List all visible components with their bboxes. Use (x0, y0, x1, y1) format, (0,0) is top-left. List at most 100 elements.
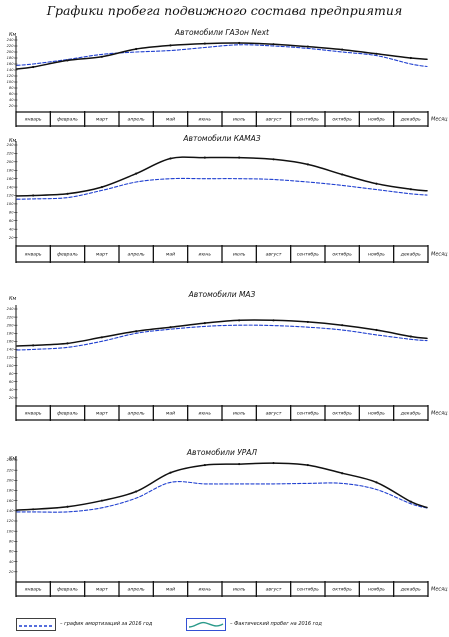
series-point-actual (238, 41, 241, 45)
x-tick-label: ноябрь (368, 252, 385, 258)
x-axis-label: Месяц (431, 587, 448, 593)
x-tick-label: март (96, 253, 108, 258)
x-tick-label: ноябрь (368, 411, 385, 417)
y-tick-label: 100 (7, 529, 15, 533)
x-tick-label: июль (233, 412, 246, 417)
x-tick-label: февраль (57, 411, 78, 417)
x-tick-label: август (266, 588, 282, 593)
x-tick-label: март (96, 588, 108, 593)
x-tick-label: июль (233, 253, 246, 258)
x-tick-label: февраль (57, 252, 78, 258)
series-point-actual (100, 185, 103, 189)
series-point-actual (375, 481, 378, 484)
y-tick-label: 200 (7, 50, 15, 54)
y-tick-label: 160 (7, 177, 15, 181)
chart-title: Автомобили МАЗ (188, 290, 256, 299)
series-point-actual (66, 192, 69, 195)
y-tick-label: 120 (7, 194, 15, 198)
series-point-actual (32, 194, 35, 197)
series-point-actual (203, 156, 206, 159)
y-tick-label: 60 (9, 92, 14, 96)
series-point-actual (272, 461, 275, 465)
x-axis-label: Месяц (431, 252, 448, 258)
series-point-actual (100, 499, 103, 502)
series-point-actual (375, 182, 378, 185)
x-axis-label: Месяц (431, 117, 448, 123)
series-point-actual (238, 462, 241, 466)
series-line-norm (16, 44, 428, 68)
y-tick-label: 40 (9, 388, 14, 392)
series-line-norm (16, 324, 428, 351)
x-tick-label: январь (25, 118, 42, 123)
y-tick-label: 220 (7, 44, 15, 48)
y-tick-label: 180 (7, 56, 15, 60)
series-line-norm (16, 177, 428, 200)
x-tick-label: апрель (128, 253, 145, 258)
y-tick-label: 80 (9, 540, 14, 544)
y-tick-label: 60 (9, 550, 14, 554)
x-tick-label: январь (25, 588, 42, 593)
y-tick-label: 20 (9, 396, 14, 400)
legend: – график амортизаций за 2016 год – Факти… (0, 614, 449, 636)
series-line-norm (16, 481, 428, 513)
x-tick-label: декабрь (400, 252, 421, 258)
y-tick-label: 20 (9, 104, 14, 108)
x-tick-label: август (266, 412, 282, 417)
series-point-actual (341, 173, 344, 176)
y-tick-label: 80 (9, 86, 14, 90)
y-tick-label: 160 (7, 499, 15, 503)
y-tick-label: 200 (7, 479, 15, 483)
legend-item-actual: – Фактический пробег на 2016 год (186, 618, 386, 632)
series-point-actual (409, 56, 412, 60)
series-point-actual (169, 326, 172, 329)
y-axis-label: Км (9, 296, 17, 302)
series-point-actual (135, 330, 138, 333)
x-tick-label: апрель (128, 118, 145, 123)
chart-3: Автомобили МАЗ Км 240 220 200 180 160 140 120 100… (7, 290, 448, 421)
series-point-actual (409, 500, 412, 503)
legend-swatch-actual (186, 618, 226, 631)
x-tick-label: октябрь (332, 117, 352, 123)
series-point-actual (272, 158, 275, 161)
chart-title: Автомобили КАМАЗ (182, 134, 260, 143)
y-tick-label: 40 (9, 227, 14, 231)
series-point-actual (341, 324, 344, 327)
series-point-actual (66, 59, 69, 62)
x-tick-label: сентябрь (297, 587, 320, 593)
y-tick-label: 240 (7, 458, 15, 462)
legend-label-actual: – Фактический пробег на 2016 год (230, 621, 322, 627)
series-point-actual (306, 463, 309, 467)
series-point-actual (409, 335, 412, 338)
series-point-actual (272, 319, 275, 322)
y-tick-label: 100 (7, 202, 15, 206)
x-tick-label: ноябрь (368, 587, 385, 593)
series-point-actual (409, 188, 412, 191)
x-tick-label: август (266, 118, 282, 123)
series-line-actual (16, 42, 428, 70)
x-tick-label: сентябрь (297, 411, 320, 417)
series-point-actual (32, 508, 35, 511)
series-point-actual (66, 505, 69, 508)
series-point-actual (375, 52, 378, 55)
y-tick-label: 120 (7, 74, 15, 78)
y-tick-label: 80 (9, 372, 14, 376)
x-tick-label: февраль (57, 587, 78, 593)
series-point-actual (100, 55, 103, 58)
x-tick-label: август (266, 253, 282, 258)
x-tick-label: сентябрь (297, 252, 320, 258)
series-point-actual (238, 319, 241, 322)
y-tick-label: 200 (7, 160, 15, 164)
x-tick-label: март (96, 118, 108, 123)
y-tick-label: 220 (7, 152, 15, 156)
series-point-actual (341, 48, 344, 51)
series-line-actual (16, 319, 428, 347)
series-point-actual (169, 471, 172, 474)
series-point-actual (203, 42, 206, 45)
x-tick-label: апрель (128, 412, 145, 417)
x-tick-label: июнь (199, 588, 212, 593)
y-tick-label: 180 (7, 168, 15, 172)
y-tick-label: 220 (7, 315, 15, 319)
x-tick-label: июнь (199, 253, 212, 258)
